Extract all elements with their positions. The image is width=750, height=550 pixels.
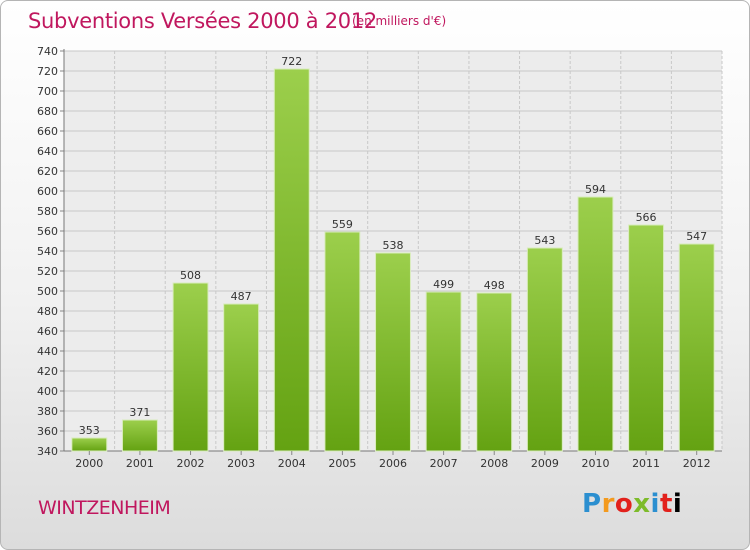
bar-value-label: 559 (332, 218, 353, 231)
x-tick-label: 2001 (126, 457, 154, 470)
y-tick-label: 720 (37, 65, 58, 78)
x-tick-label: 2011 (632, 457, 660, 470)
x-tick-label: 2004 (278, 457, 306, 470)
bar-value-label: 543 (534, 234, 555, 247)
y-tick-label: 360 (37, 425, 58, 438)
y-tick-label: 620 (37, 165, 58, 178)
town-name: WINTZENHEIM (38, 497, 171, 519)
y-tick-label: 520 (37, 265, 58, 278)
x-tick-label: 2010 (581, 457, 609, 470)
y-tick-label: 500 (37, 285, 58, 298)
y-tick-label: 580 (37, 205, 58, 218)
proxiti-logo[interactable]: Proxiti (582, 489, 683, 519)
bar-value-label: 508 (180, 269, 201, 282)
bar-value-label: 487 (231, 290, 252, 303)
y-tick-label: 540 (37, 245, 58, 258)
y-tick-label: 740 (37, 45, 58, 58)
x-tick-label: 2003 (227, 457, 255, 470)
y-tick-label: 380 (37, 405, 58, 418)
bar-value-label: 371 (129, 406, 150, 419)
x-tick-label: 2002 (177, 457, 205, 470)
bar-value-label: 547 (686, 230, 707, 243)
y-tick-label: 700 (37, 85, 58, 98)
bar (223, 303, 260, 452)
x-tick-label: 2008 (480, 457, 508, 470)
y-tick-label: 480 (37, 305, 58, 318)
chart-title: Subventions Versées 2000 à 2012 (28, 9, 377, 33)
bar (577, 196, 614, 452)
chart-unit: (en milliers d'€) (352, 14, 447, 28)
y-tick-label: 420 (37, 365, 58, 378)
bar-value-label: 722 (281, 55, 302, 68)
bar-value-label: 353 (79, 424, 100, 437)
bar (476, 292, 513, 452)
y-tick-label: 340 (37, 445, 58, 458)
bar (526, 247, 563, 452)
y-tick-label: 460 (37, 325, 58, 338)
x-tick-label: 2007 (430, 457, 458, 470)
y-tick-label: 440 (37, 345, 58, 358)
bar (172, 282, 209, 452)
bar-value-label: 538 (383, 239, 404, 252)
bar-value-label: 498 (484, 279, 505, 292)
x-tick-label: 2005 (328, 457, 356, 470)
bar (71, 437, 108, 452)
bar (273, 68, 310, 452)
bar (121, 419, 158, 452)
x-tick-label: 2012 (683, 457, 711, 470)
bar (425, 291, 462, 452)
y-tick-label: 400 (37, 385, 58, 398)
y-tick-label: 640 (37, 145, 58, 158)
y-tick-label: 680 (37, 105, 58, 118)
y-tick-label: 560 (37, 225, 58, 238)
bar-value-label: 594 (585, 183, 606, 196)
x-tick-label: 2000 (75, 457, 103, 470)
bar (375, 252, 411, 452)
bar-value-label: 566 (636, 211, 657, 224)
bar (324, 231, 361, 452)
bar-value-label: 499 (433, 278, 454, 291)
y-tick-label: 660 (37, 125, 58, 138)
y-tick-label: 600 (37, 185, 58, 198)
bar (678, 243, 715, 452)
x-tick-label: 2006 (379, 457, 407, 470)
x-tick-label: 2009 (531, 457, 559, 470)
bar (628, 224, 665, 452)
